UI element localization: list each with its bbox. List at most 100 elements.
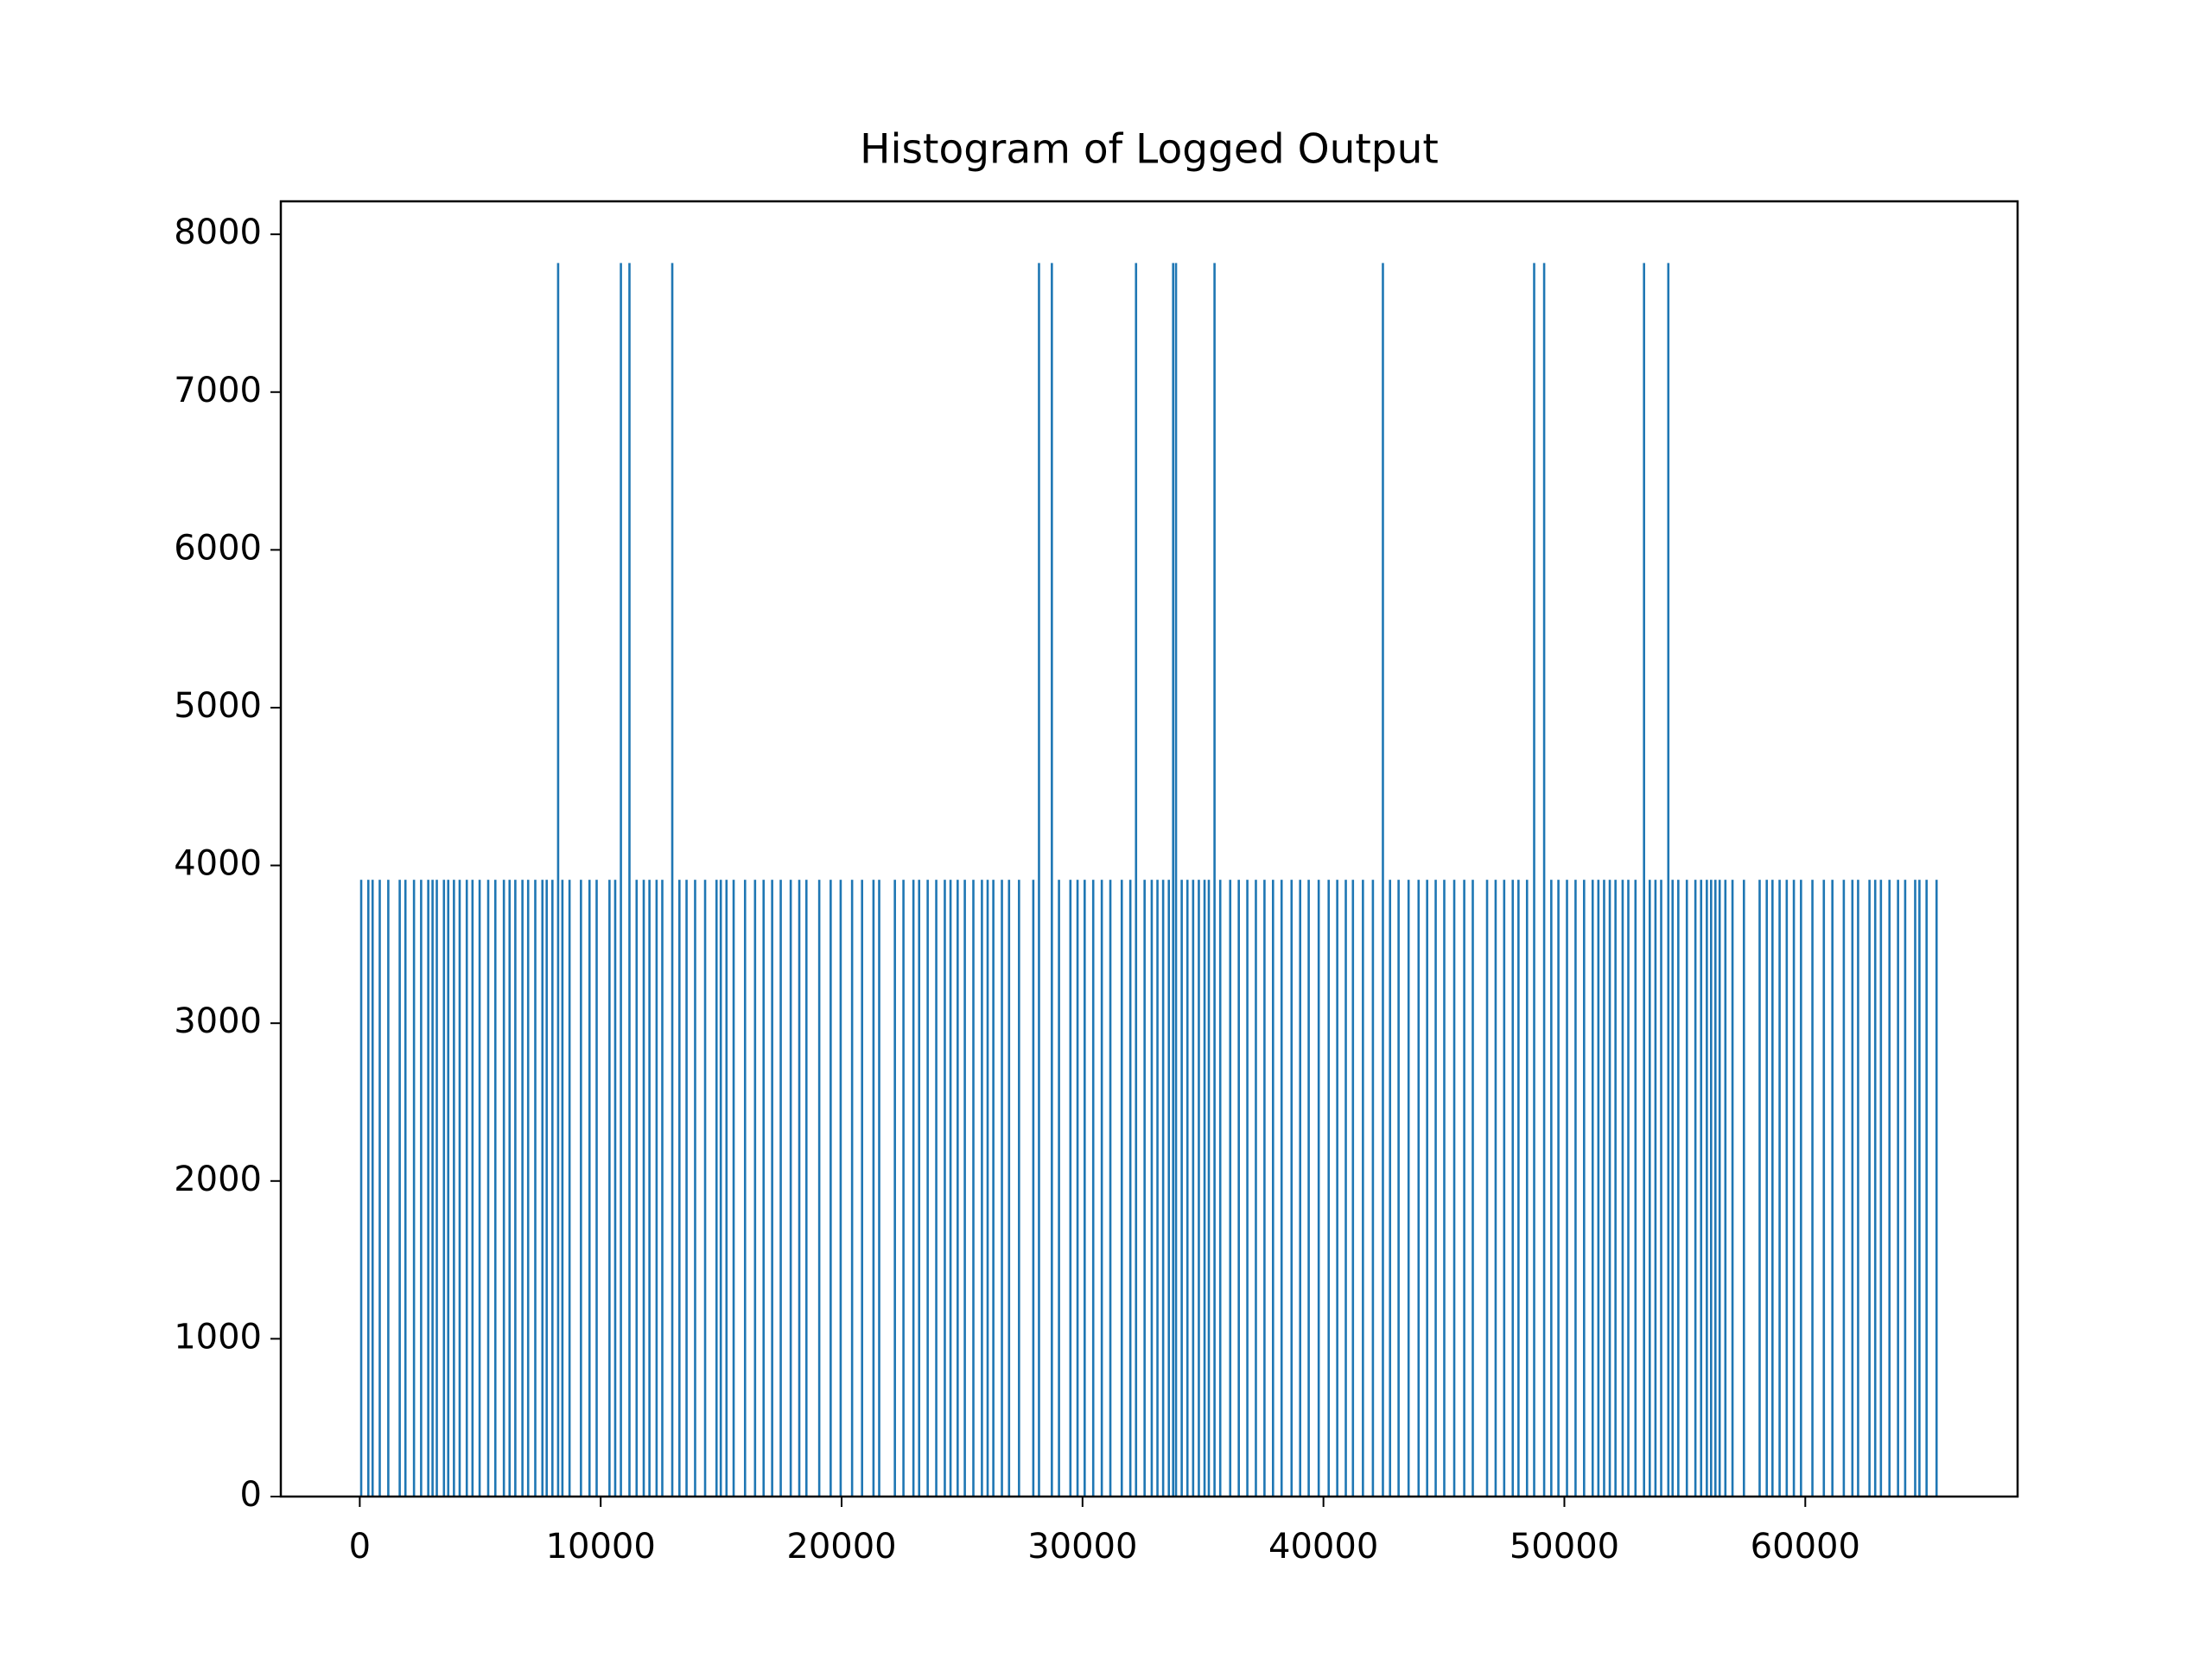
bar <box>918 880 921 1497</box>
bar <box>725 880 728 1497</box>
bar <box>719 880 722 1497</box>
bar <box>981 880 983 1497</box>
bar <box>732 880 735 1497</box>
bar <box>471 880 474 1497</box>
bar <box>1627 880 1630 1497</box>
bar <box>398 880 401 1497</box>
bar <box>1583 880 1586 1497</box>
bar <box>628 263 631 1497</box>
bar <box>1542 263 1546 1497</box>
bar <box>1452 880 1456 1497</box>
bar <box>1076 880 1079 1497</box>
bar <box>420 880 423 1497</box>
bar <box>1198 880 1200 1497</box>
bar <box>1831 880 1834 1497</box>
bar <box>850 880 854 1497</box>
bar <box>359 880 363 1497</box>
bar <box>753 880 757 1497</box>
bar <box>1511 880 1515 1497</box>
bar <box>1822 880 1826 1497</box>
bar <box>588 880 591 1497</box>
bar <box>1100 880 1103 1497</box>
bar <box>1671 880 1675 1497</box>
bar <box>935 880 938 1497</box>
bar <box>872 880 875 1497</box>
y-tick-label: 5000 <box>174 686 262 726</box>
bar <box>1591 880 1594 1497</box>
bar <box>1290 880 1294 1497</box>
bar <box>412 880 416 1497</box>
bar <box>1407 880 1410 1497</box>
bar <box>1503 880 1506 1497</box>
x-tick-label: 30000 <box>1027 1527 1137 1567</box>
bar <box>1914 880 1916 1497</box>
bar <box>1694 880 1697 1497</box>
bar <box>1255 880 1257 1497</box>
bar <box>431 880 434 1497</box>
bar <box>771 880 773 1497</box>
bar <box>1336 880 1338 1497</box>
bar <box>1156 880 1159 1497</box>
bar <box>534 880 537 1497</box>
y-tick-label: 1000 <box>174 1317 262 1357</box>
bar <box>1897 880 1899 1497</box>
bar <box>478 880 481 1497</box>
bar <box>944 880 946 1497</box>
bar <box>1463 880 1465 1497</box>
bar <box>1084 880 1086 1497</box>
bar <box>1167 880 1171 1497</box>
bar <box>1667 263 1670 1497</box>
bar <box>1018 880 1020 1497</box>
bar <box>893 880 896 1497</box>
bar <box>678 880 681 1497</box>
bar <box>378 880 381 1497</box>
bar <box>830 880 832 1497</box>
bar <box>1879 880 1883 1497</box>
bar <box>839 880 842 1497</box>
bar <box>1246 880 1249 1497</box>
bar <box>1873 880 1877 1497</box>
bar <box>1299 880 1301 1497</box>
bar <box>1904 880 1907 1497</box>
bar <box>1362 880 1364 1497</box>
bar <box>986 880 989 1497</box>
bar <box>1574 880 1577 1497</box>
bar <box>1857 880 1859 1497</box>
bar <box>1654 880 1657 1497</box>
bar <box>992 880 995 1497</box>
bar <box>798 880 801 1497</box>
bar <box>1742 880 1745 1497</box>
bar <box>1800 880 1802 1497</box>
bar <box>1192 880 1195 1497</box>
bar <box>458 880 461 1497</box>
bar <box>404 880 407 1497</box>
bar <box>1135 263 1138 1497</box>
bar <box>878 880 880 1497</box>
bar <box>1344 880 1347 1497</box>
bar <box>1389 880 1392 1497</box>
bar <box>715 880 718 1497</box>
bar <box>1213 263 1216 1497</box>
x-tick-label: 40000 <box>1268 1527 1378 1567</box>
bar <box>1272 880 1274 1497</box>
bar <box>1417 880 1421 1497</box>
bar <box>1643 263 1645 1497</box>
bar <box>1634 880 1637 1497</box>
bar <box>387 880 390 1497</box>
bar <box>635 880 639 1497</box>
bar <box>595 880 598 1497</box>
bar <box>556 263 560 1497</box>
bar <box>442 880 446 1497</box>
bar <box>789 880 792 1497</box>
bar <box>1443 880 1446 1497</box>
bar <box>1128 880 1132 1497</box>
bar <box>1566 880 1568 1497</box>
y-tick-label: 7000 <box>174 371 262 410</box>
bar <box>1434 880 1437 1497</box>
x-tick-label: 50000 <box>1510 1527 1619 1567</box>
bar <box>694 880 696 1497</box>
bar <box>1382 263 1384 1497</box>
bar <box>817 880 821 1497</box>
y-tick-label: 0 <box>240 1475 262 1515</box>
bar <box>1648 880 1651 1497</box>
